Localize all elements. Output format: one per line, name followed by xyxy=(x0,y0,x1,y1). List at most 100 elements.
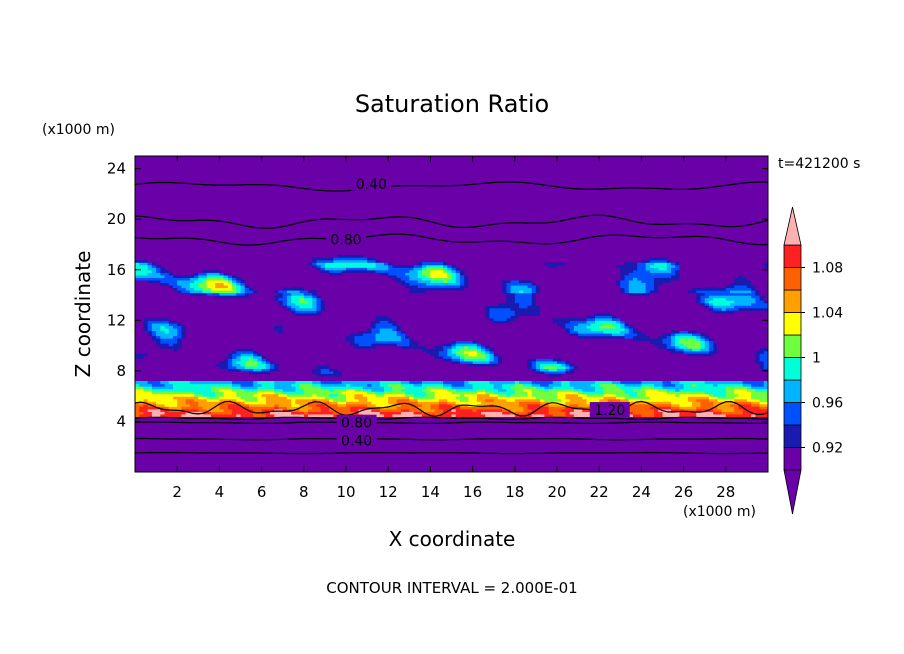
field-cell xyxy=(168,322,174,326)
colorbar-swatch xyxy=(783,379,802,403)
field-cell xyxy=(135,411,140,415)
field-cell xyxy=(611,267,617,271)
field-cell xyxy=(552,396,558,400)
field-cell xyxy=(666,338,672,342)
field-cell xyxy=(312,368,318,372)
field-cell xyxy=(202,292,208,296)
field-cell xyxy=(616,396,621,400)
field-cell xyxy=(329,411,334,415)
field-cell xyxy=(649,332,655,337)
field-cell xyxy=(362,348,368,352)
field-cell xyxy=(582,411,588,415)
x-tick-label: 10 xyxy=(336,483,355,501)
field-cell xyxy=(367,386,372,390)
field-cell xyxy=(274,320,280,324)
field-cell xyxy=(763,406,768,410)
field-cell xyxy=(514,396,520,400)
field-cell xyxy=(510,413,516,417)
field-cell xyxy=(717,284,723,289)
field-cell xyxy=(459,277,465,281)
field-cell xyxy=(552,383,558,387)
field-cell xyxy=(143,267,149,271)
field-cell xyxy=(552,373,558,377)
field-cell xyxy=(751,355,756,359)
field-cell xyxy=(611,320,617,324)
field-cell xyxy=(168,282,174,286)
field-cell xyxy=(565,368,571,372)
y-tick-label: 4 xyxy=(116,412,126,430)
field-cell xyxy=(341,272,347,276)
field-cell xyxy=(383,327,389,332)
field-cell xyxy=(278,317,284,321)
field-cell xyxy=(514,391,520,395)
field-cell xyxy=(637,393,642,397)
field-cell xyxy=(299,398,305,402)
field-cell xyxy=(632,388,638,392)
field-cell xyxy=(531,297,537,301)
field-cell xyxy=(594,317,600,321)
field-cell xyxy=(261,413,267,417)
field-cell xyxy=(721,297,727,301)
field-cell xyxy=(350,393,356,397)
field-cell xyxy=(675,272,680,276)
field-cell xyxy=(552,322,558,326)
field-cell xyxy=(755,391,761,395)
field-cell xyxy=(346,338,351,342)
field-cell xyxy=(670,383,676,387)
field-cell xyxy=(299,403,305,407)
field-cell xyxy=(506,289,512,294)
field-cell xyxy=(341,408,347,412)
field-cell xyxy=(662,345,668,349)
field-cell xyxy=(135,257,140,261)
field-cell xyxy=(324,375,330,380)
field-cell xyxy=(341,380,347,385)
field-cell xyxy=(316,388,322,392)
field-cell xyxy=(324,396,330,400)
field-cell xyxy=(383,393,389,397)
field-cell xyxy=(194,383,199,387)
field-cell xyxy=(717,380,723,385)
field-cell xyxy=(400,269,406,273)
field-cell xyxy=(379,315,385,319)
field-cell xyxy=(358,388,364,392)
field-cell xyxy=(637,274,642,278)
field-cell xyxy=(594,380,600,385)
field-cell xyxy=(337,264,343,268)
field-cell xyxy=(721,302,727,306)
field-cell xyxy=(654,332,659,337)
field-cell xyxy=(392,322,398,326)
field-cell xyxy=(527,393,533,397)
field-cell xyxy=(379,272,385,276)
field-cell xyxy=(362,254,368,258)
field-cell xyxy=(641,289,647,294)
field-cell xyxy=(620,396,626,400)
field-cell xyxy=(637,340,642,344)
field-cell xyxy=(540,373,545,377)
field-cell xyxy=(172,391,178,395)
field-cell xyxy=(350,401,356,405)
field-cell xyxy=(485,360,491,364)
field-cell xyxy=(502,310,507,314)
x-unit-label: (x1000 m) xyxy=(683,504,756,520)
field-cell xyxy=(654,393,659,397)
field-cell xyxy=(223,393,229,397)
field-cell xyxy=(557,322,562,326)
field-cell xyxy=(177,398,183,402)
field-cell xyxy=(346,370,351,375)
field-cell xyxy=(371,317,377,321)
field-cell xyxy=(578,254,583,258)
field-cell xyxy=(611,393,617,397)
field-cell xyxy=(168,343,174,347)
field-cell xyxy=(371,332,377,337)
field-cell xyxy=(763,358,768,362)
field-cell xyxy=(489,302,495,306)
field-cell xyxy=(232,348,237,352)
field-cell xyxy=(308,287,313,291)
field-cell xyxy=(215,383,220,387)
field-cell xyxy=(497,284,503,289)
field-cell xyxy=(362,411,368,415)
field-cell xyxy=(603,335,609,339)
field-cell xyxy=(670,277,676,281)
field-cell xyxy=(354,252,360,256)
field-cell xyxy=(666,380,672,385)
